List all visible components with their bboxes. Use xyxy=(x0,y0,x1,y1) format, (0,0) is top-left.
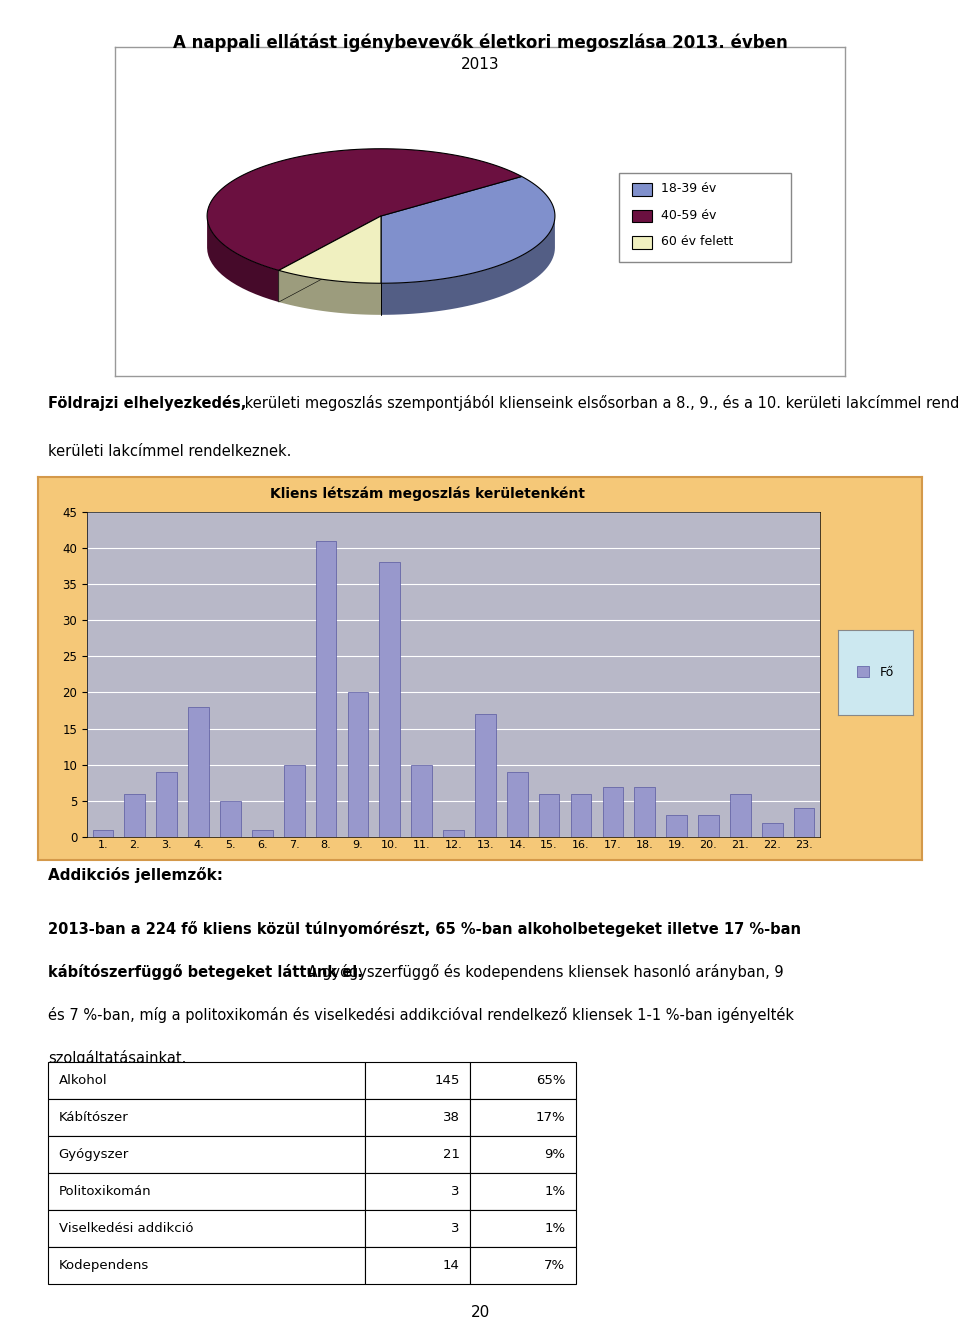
Text: Földrajzi elhelyezkedés,: Földrajzi elhelyezkedés, xyxy=(48,395,247,411)
Text: Kábítószer: Kábítószer xyxy=(59,1110,129,1124)
Bar xyxy=(48,1099,365,1136)
Text: és 7 %-ban, míg a politoxikomán és viselkedési addikcióval rendelkező kliensek 1: és 7 %-ban, míg a politoxikomán és visel… xyxy=(48,1007,794,1023)
Text: szolgáltatásainkat.: szolgáltatásainkat. xyxy=(48,1050,186,1066)
Text: 14: 14 xyxy=(443,1258,460,1271)
Bar xyxy=(365,1136,470,1172)
Bar xyxy=(365,1062,470,1099)
Bar xyxy=(365,1210,470,1247)
Text: Addikciós jellemzők:: Addikciós jellemzők: xyxy=(48,867,223,883)
Text: 3: 3 xyxy=(451,1184,460,1198)
Text: 1%: 1% xyxy=(544,1184,565,1198)
Bar xyxy=(470,1210,576,1247)
Text: 17%: 17% xyxy=(536,1110,565,1124)
Bar xyxy=(365,1247,470,1284)
Text: Kodependens: Kodependens xyxy=(59,1258,149,1271)
Bar xyxy=(365,1172,470,1210)
Bar xyxy=(470,1172,576,1210)
Text: 1%: 1% xyxy=(544,1222,565,1235)
Text: Alkohol: Alkohol xyxy=(59,1074,108,1087)
Text: kerületi lakcímmel rendelkeznek.: kerületi lakcímmel rendelkeznek. xyxy=(48,444,292,458)
Bar xyxy=(48,1210,365,1247)
Bar xyxy=(470,1247,576,1284)
Text: Kliens létszám megoszlás kerületenként: Kliens létszám megoszlás kerületenként xyxy=(270,487,585,501)
Text: Viselkedési addikció: Viselkedési addikció xyxy=(59,1222,193,1235)
Bar xyxy=(48,1062,365,1099)
Text: 7%: 7% xyxy=(544,1258,565,1271)
Text: A nappali ellátást igénybevevők életkori megoszlása 2013. évben: A nappali ellátást igénybevevők életkori… xyxy=(173,34,787,52)
Text: A gyógyszerfüggő és kodependens kliensek hasonló arányban, 9: A gyógyszerfüggő és kodependens kliensek… xyxy=(303,965,783,980)
Bar xyxy=(470,1062,576,1099)
Text: 9%: 9% xyxy=(544,1148,565,1161)
Text: 65%: 65% xyxy=(536,1074,565,1087)
Text: Gyógyszer: Gyógyszer xyxy=(59,1148,129,1161)
Text: Politoxikomán: Politoxikomán xyxy=(59,1184,151,1198)
Text: kerületi megoszlás szempontjából klienseink elsősorban a 8., 9., és a 10. kerüle: kerületi megoszlás szempontjából kliense… xyxy=(240,395,960,411)
Text: 2013: 2013 xyxy=(461,56,499,73)
Bar xyxy=(365,1099,470,1136)
Bar xyxy=(470,1099,576,1136)
Text: 2013-ban a 224 fő kliens közül túlnyomórészt, 65 %-ban alkoholbetegeket illetve : 2013-ban a 224 fő kliens közül túlnyomór… xyxy=(48,922,801,938)
Text: kábítószerfüggő betegeket láttunk el.: kábítószerfüggő betegeket láttunk el. xyxy=(48,965,363,980)
Bar xyxy=(48,1247,365,1284)
Bar xyxy=(48,1136,365,1172)
Text: 21: 21 xyxy=(443,1148,460,1161)
Text: 20: 20 xyxy=(470,1305,490,1320)
Text: 145: 145 xyxy=(435,1074,460,1087)
Bar xyxy=(48,1172,365,1210)
Text: 38: 38 xyxy=(443,1110,460,1124)
Bar xyxy=(470,1136,576,1172)
Text: 3: 3 xyxy=(451,1222,460,1235)
